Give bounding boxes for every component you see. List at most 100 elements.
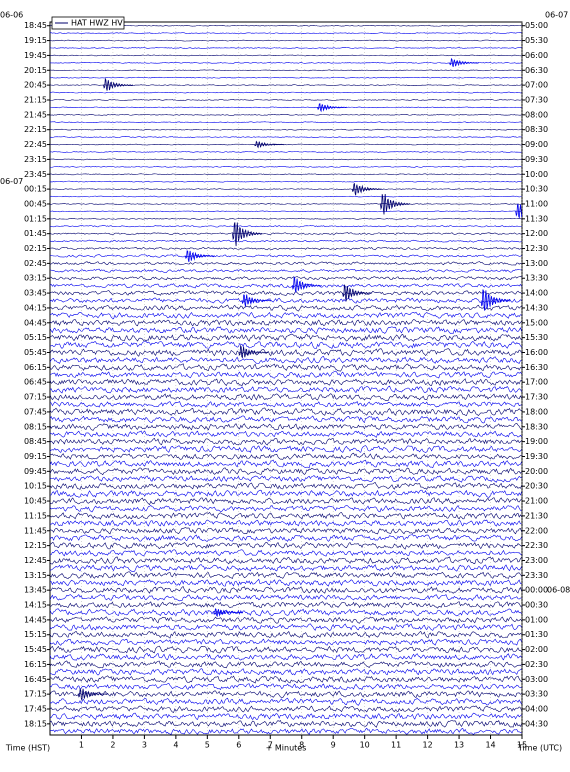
event bbox=[480, 289, 511, 311]
trace bbox=[50, 652, 522, 661]
left-time-label: 18:15 bbox=[24, 719, 47, 728]
event bbox=[213, 608, 244, 618]
left-time-label: 21:15 bbox=[24, 95, 47, 104]
trace bbox=[50, 326, 522, 335]
trace bbox=[50, 601, 522, 609]
trace bbox=[50, 54, 522, 57]
trace bbox=[50, 290, 522, 296]
trace bbox=[50, 697, 522, 706]
left-time-label: 07:45 bbox=[24, 407, 47, 416]
trace bbox=[50, 143, 522, 146]
left-time-label: 14:45 bbox=[24, 615, 47, 624]
trace bbox=[50, 467, 522, 476]
left-date: 06-07 bbox=[0, 177, 23, 186]
right-time-label: 04:30 bbox=[525, 719, 548, 728]
left-time-label: 06:15 bbox=[24, 363, 47, 372]
trace bbox=[50, 475, 522, 483]
trace bbox=[50, 76, 522, 79]
x-tick-label: 10 bbox=[360, 741, 370, 750]
right-time-label: 14:00 bbox=[525, 289, 548, 298]
trace bbox=[50, 225, 522, 228]
right-time-label: 13:30 bbox=[525, 274, 548, 283]
trace bbox=[50, 564, 522, 573]
left-time-label: 07:15 bbox=[24, 393, 47, 402]
x-tick-label: 1 bbox=[79, 741, 84, 750]
trace bbox=[50, 608, 522, 617]
trace bbox=[50, 91, 522, 94]
trace bbox=[50, 430, 522, 438]
left-date: 06-06 bbox=[0, 11, 23, 20]
left-time-label: 09:15 bbox=[24, 452, 47, 461]
left-time-label: 11:45 bbox=[24, 526, 47, 535]
left-time-label: 18:45 bbox=[24, 21, 47, 30]
right-time-label: 01:00 bbox=[525, 615, 548, 624]
right-time-label: 04:00 bbox=[525, 705, 548, 714]
trace bbox=[50, 195, 522, 198]
event bbox=[103, 77, 134, 91]
trace bbox=[50, 571, 522, 580]
trace bbox=[50, 188, 522, 190]
x-tick-label: 15 bbox=[517, 741, 527, 750]
left-time-label: 05:45 bbox=[24, 348, 47, 357]
right-axis-label: Time (UTC) bbox=[517, 744, 562, 753]
trace bbox=[50, 254, 522, 258]
x-tick-label: 9 bbox=[331, 741, 336, 750]
trace bbox=[50, 489, 522, 498]
left-time-label: 08:45 bbox=[24, 437, 47, 446]
trace bbox=[50, 594, 522, 602]
right-time-label: 11:30 bbox=[525, 214, 548, 223]
left-time-label: 04:45 bbox=[24, 318, 47, 327]
trace bbox=[50, 348, 522, 357]
x-tick-label: 12 bbox=[423, 741, 433, 750]
x-tick-label: 6 bbox=[236, 741, 241, 750]
right-time-label: 12:00 bbox=[525, 229, 548, 238]
right-time-label: 23:00 bbox=[525, 556, 548, 565]
left-time-label: 15:15 bbox=[24, 630, 47, 639]
trace bbox=[50, 69, 522, 72]
trace bbox=[50, 497, 522, 506]
trace bbox=[50, 400, 522, 408]
event bbox=[232, 222, 263, 247]
trace bbox=[50, 276, 522, 281]
right-time-label: 12:30 bbox=[525, 244, 548, 253]
event bbox=[253, 140, 284, 149]
trace bbox=[50, 645, 522, 654]
trace bbox=[50, 727, 522, 735]
trace bbox=[50, 682, 522, 691]
left-time-label: 17:15 bbox=[24, 690, 47, 699]
trace bbox=[50, 333, 522, 342]
legend-box bbox=[51, 16, 125, 30]
left-time-label: 22:45 bbox=[24, 140, 47, 149]
trace bbox=[50, 705, 522, 713]
right-time-label: 06:00 bbox=[525, 51, 548, 60]
left-time-label: 14:15 bbox=[24, 601, 47, 610]
left-time-label: 21:45 bbox=[24, 110, 47, 119]
right-time-label: 09:00 bbox=[525, 140, 548, 149]
trace bbox=[50, 511, 522, 520]
trace bbox=[50, 210, 522, 213]
event bbox=[291, 275, 322, 293]
x-axis-label: + Minutes bbox=[266, 744, 307, 753]
trace bbox=[50, 505, 522, 513]
left-time-label: 00:15 bbox=[24, 185, 47, 194]
right-time-label: 13:00 bbox=[525, 259, 548, 268]
trace bbox=[50, 482, 522, 490]
left-time-label: 12:15 bbox=[24, 541, 47, 550]
trace bbox=[50, 136, 522, 138]
trace bbox=[50, 437, 522, 446]
event bbox=[380, 193, 410, 215]
right-time-label: 22:30 bbox=[525, 541, 548, 550]
trace bbox=[50, 217, 522, 220]
trace bbox=[50, 340, 522, 350]
right-time-label: 16:00 bbox=[525, 348, 548, 357]
trace bbox=[50, 99, 522, 101]
left-time-label: 23:15 bbox=[24, 155, 47, 164]
trace bbox=[50, 180, 522, 183]
trace bbox=[50, 355, 522, 365]
plot-frame bbox=[49, 21, 523, 736]
x-tick-label: 11 bbox=[391, 741, 401, 750]
left-time-label: 19:15 bbox=[24, 36, 47, 45]
trace bbox=[50, 32, 522, 35]
trace bbox=[50, 415, 522, 424]
left-time-label: 13:45 bbox=[24, 586, 47, 595]
